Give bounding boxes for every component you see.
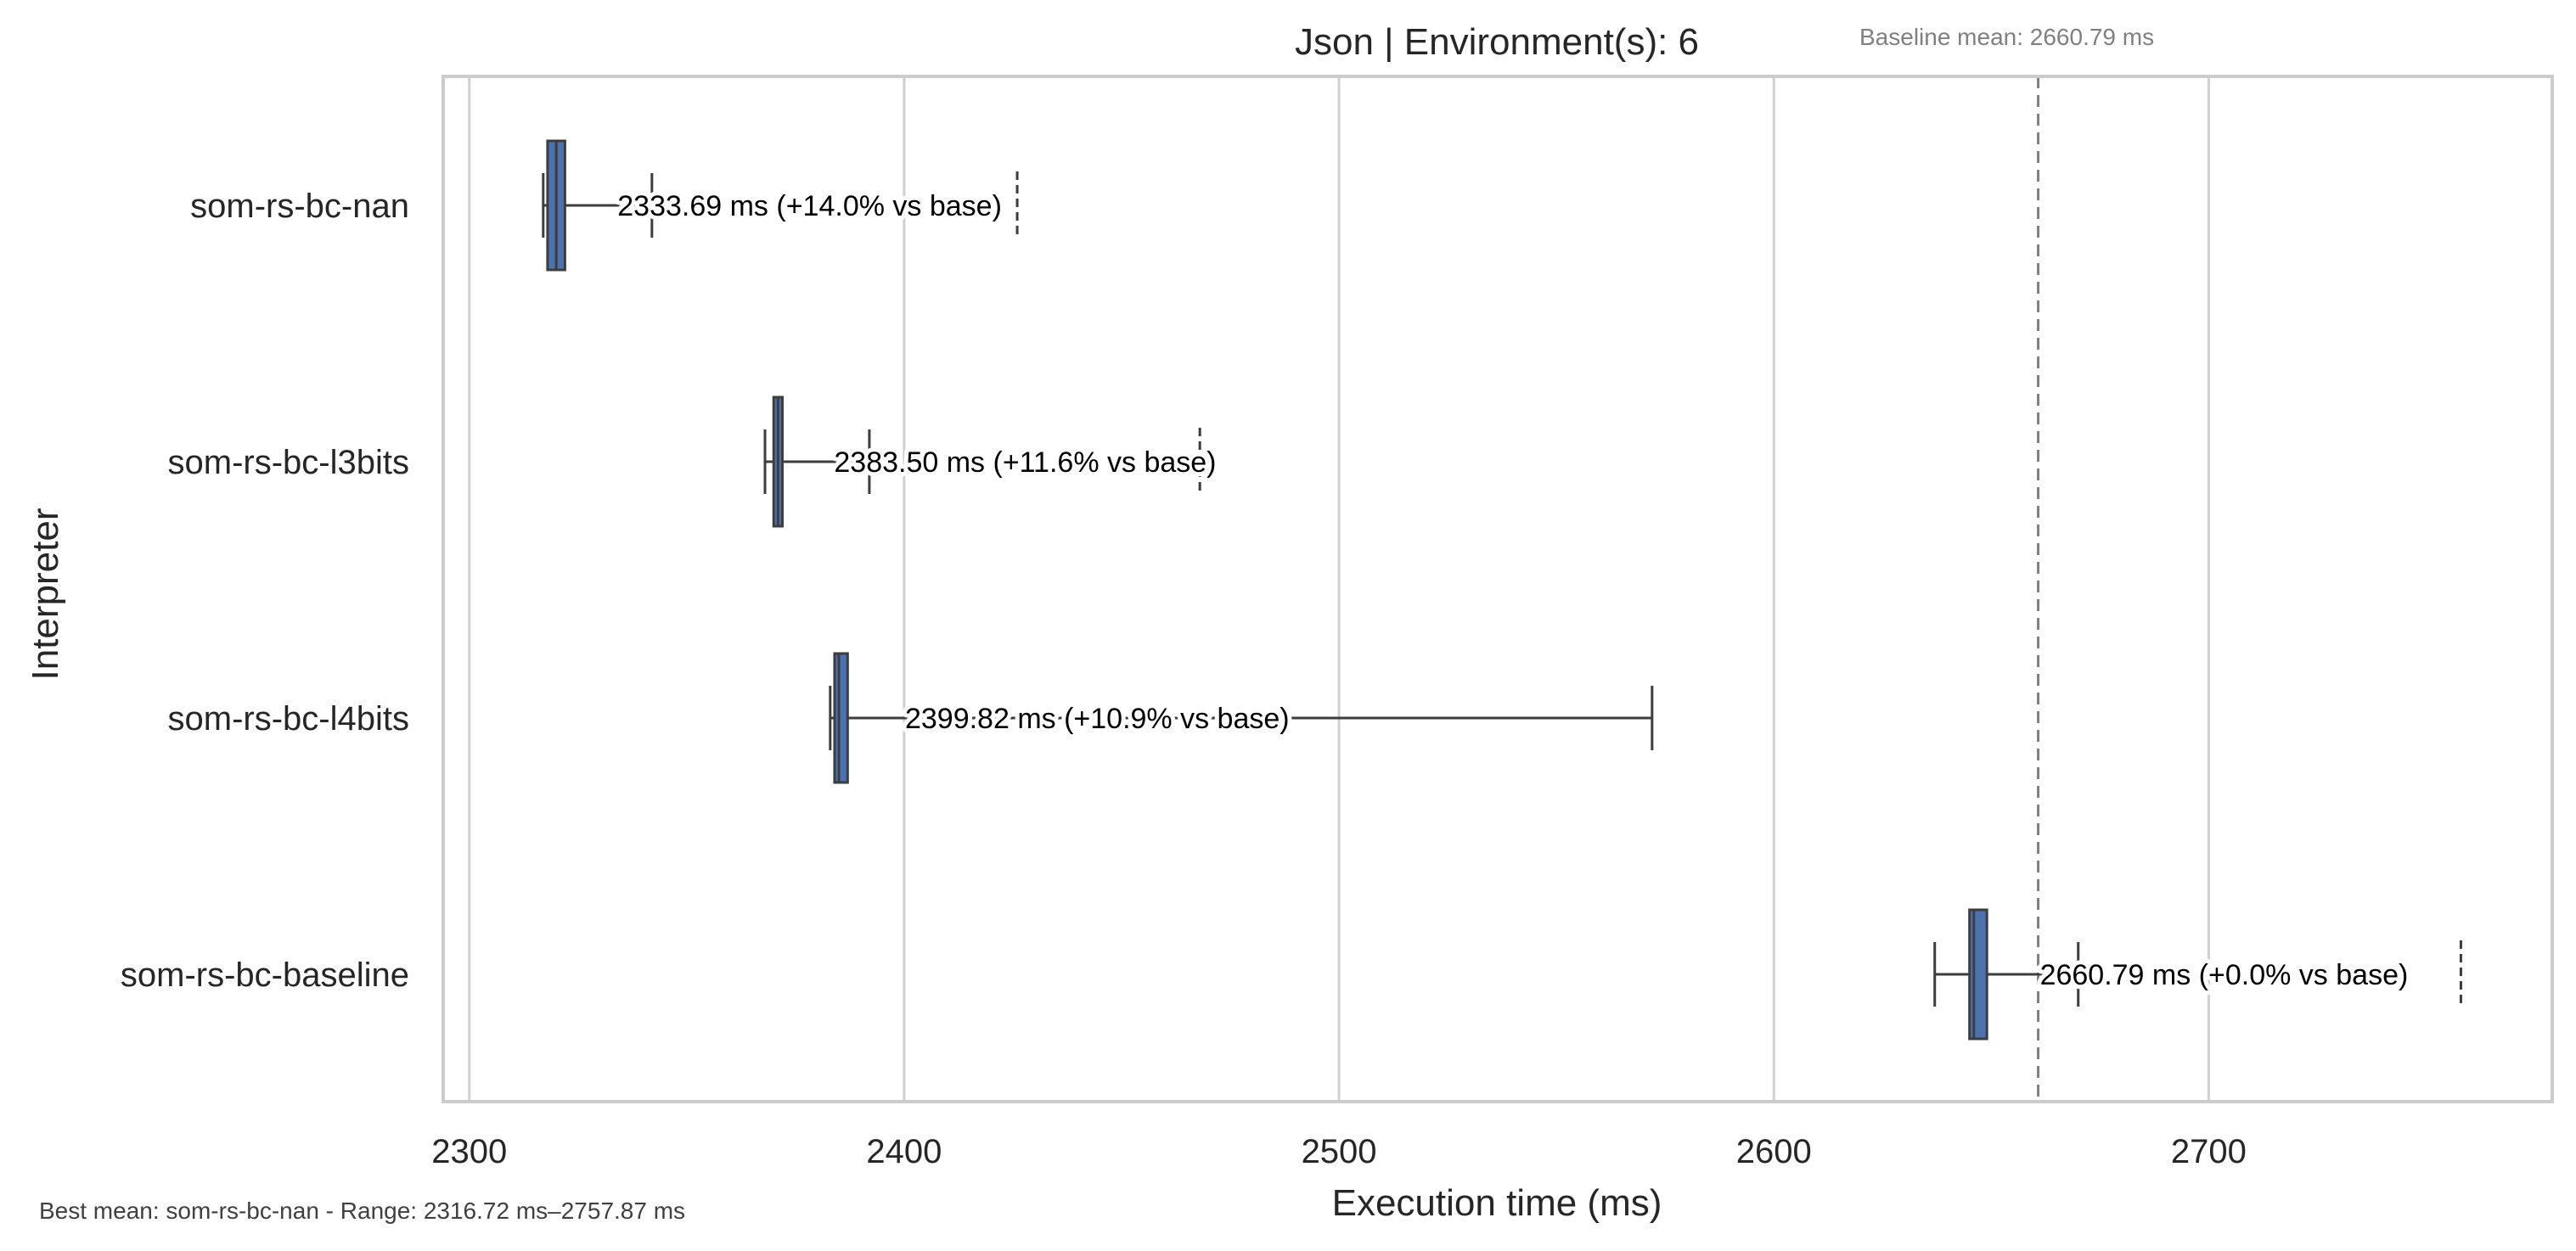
plot-frame bbox=[442, 75, 2554, 1103]
grid-lines bbox=[468, 76, 2210, 1102]
y-tick-label: som-rs-bc-nan bbox=[190, 188, 409, 225]
box-series bbox=[542, 139, 2462, 1041]
best-mean-footnote: Best mean: som-rs-bc-nan - Range: 2316.7… bbox=[39, 1198, 685, 1224]
mean-label-som-rs-bc-nan: 2333.69 ms (+14.0% vs base) bbox=[617, 190, 1002, 222]
y-tick-label: som-rs-bc-baseline bbox=[121, 956, 409, 994]
y-tick-labels: som-rs-bc-nan som-rs-bc-l3bits som-rs-bc-l… bbox=[121, 188, 409, 994]
x-tick-label: 2700 bbox=[2171, 1133, 2247, 1170]
box-group-som-rs-bc-baseline bbox=[1933, 908, 2462, 1041]
x-tick-label: 2600 bbox=[1736, 1133, 1812, 1170]
box-group-som-rs-bc-l3bits bbox=[763, 395, 1201, 528]
iqr-box bbox=[1968, 908, 1988, 1041]
x-tick-label: 2400 bbox=[866, 1133, 942, 1170]
mean-label-som-rs-bc-l4bits: 2399.82 ms (+10.9% vs base) bbox=[905, 703, 1290, 735]
box-group-som-rs-bc-l4bits bbox=[829, 652, 1654, 784]
x-tick-label: 2300 bbox=[431, 1133, 507, 1170]
x-tick-label: 2500 bbox=[1302, 1133, 1377, 1170]
mean-label-som-rs-bc-l3bits: 2383.50 ms (+11.6% vs base) bbox=[834, 446, 1216, 479]
chart-title: Json | Environment(s): 6 bbox=[1295, 21, 1699, 63]
x-tick-labels: 2300 2400 2500 2600 2700 bbox=[431, 1133, 2247, 1170]
box-group-som-rs-bc-nan bbox=[542, 139, 1019, 272]
y-axis-label: Interpreter bbox=[25, 508, 66, 681]
mean-annotations: 2333.69 ms (+14.0% vs base) 2383.50 ms (+… bbox=[613, 186, 2412, 996]
iqr-box bbox=[833, 652, 849, 784]
mean-label-som-rs-bc-baseline: 2660.79 ms (+0.0% vs base) bbox=[2040, 959, 2409, 991]
baseline-mean-note: Baseline mean: 2660.79 ms bbox=[1859, 24, 2154, 50]
x-axis-label: Execution time (ms) bbox=[1332, 1182, 1662, 1224]
y-tick-label: som-rs-bc-l3bits bbox=[168, 444, 409, 481]
y-tick-label: som-rs-bc-l4bits bbox=[168, 700, 409, 738]
